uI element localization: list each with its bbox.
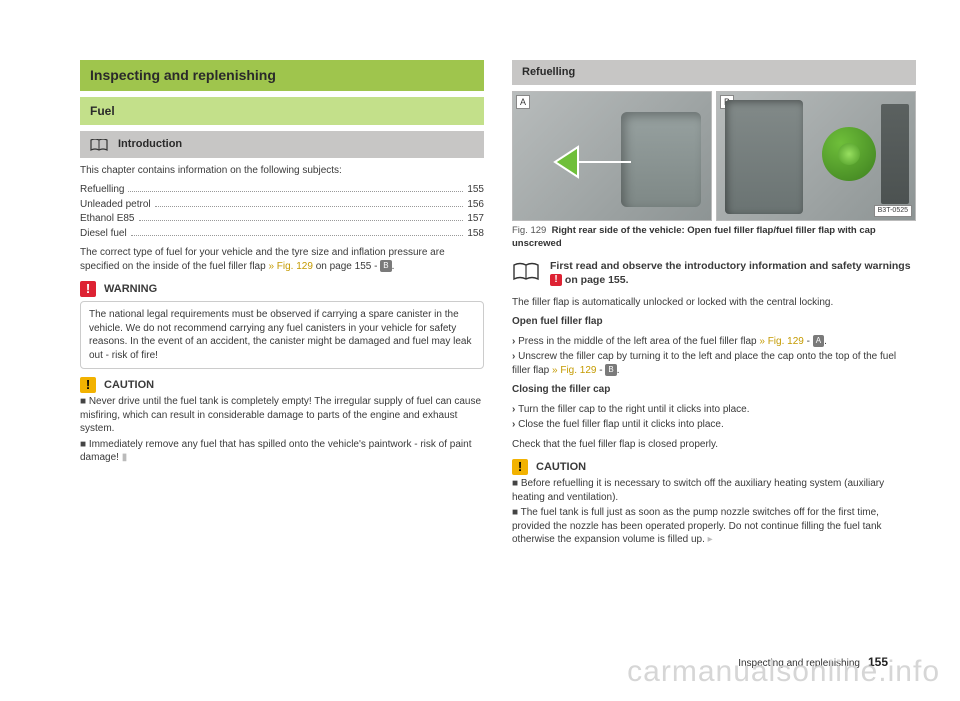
badge-b: B — [605, 364, 616, 376]
book-icon — [90, 139, 108, 151]
section-heading: Fuel — [80, 97, 484, 125]
figure-caption: Fig. 129 Right rear side of the vehicle:… — [512, 225, 916, 251]
right-column: Refuelling A B B3T-0525 Fig. 129 Right r… — [512, 60, 916, 549]
page: Inspecting and replenishing Fuel Introdu… — [0, 0, 960, 549]
intro-label: Introduction — [118, 137, 182, 152]
chapter-line: This chapter contains information on the… — [80, 164, 484, 178]
badge-a: A — [813, 335, 824, 347]
auto-unlock-text: The filler flap is automatically unlocke… — [512, 296, 916, 310]
open-flap-heading: Open fuel filler flap — [512, 315, 916, 329]
toc-item[interactable]: Refuelling155 — [80, 183, 484, 197]
caution-list-left: Never drive until the fuel tank is compl… — [80, 395, 484, 465]
caution-icon: ! — [512, 459, 528, 475]
badge-b: B — [380, 260, 391, 272]
arrow-icon — [553, 137, 633, 187]
toc-item[interactable]: Unleaded petrol156 — [80, 198, 484, 212]
caution-heading-right: ! CAUTION — [512, 459, 916, 475]
chapter-heading: Inspecting and replenishing — [80, 60, 484, 91]
warning-icon: ! — [80, 281, 96, 297]
toc: Refuelling155Unleaded petrol156Ethanol E… — [80, 183, 484, 240]
left-column: Inspecting and replenishing Fuel Introdu… — [80, 60, 484, 549]
close-steps: Turn the filler cap to the right until i… — [512, 403, 916, 432]
warning-box: The national legal requirements must be … — [80, 301, 484, 369]
fuel-type-note: The correct type of fuel for your vehicl… — [80, 246, 484, 273]
figure-129: A B B3T-0525 — [512, 91, 916, 221]
caution-heading-left: ! CAUTION — [80, 377, 484, 393]
fig-link[interactable]: » Fig. 129 — [268, 261, 312, 272]
toc-item[interactable]: Ethanol E85157 — [80, 212, 484, 226]
figure-panel-a: A — [512, 91, 712, 221]
watermark: carmanualsonline.info — [627, 655, 940, 689]
open-book-icon — [512, 262, 540, 282]
fig-link[interactable]: » Fig. 129 — [552, 365, 596, 376]
section-end-mark: ▮ — [122, 452, 128, 463]
open-steps: Press in the middle of the left area of … — [512, 335, 916, 378]
refuelling-heading: Refuelling — [512, 60, 916, 85]
warning-icon-inline: ! — [550, 274, 562, 286]
caution-list-right: Before refuelling it is necessary to swi… — [512, 477, 916, 547]
caution-icon: ! — [80, 377, 96, 393]
intro-heading: Introduction — [80, 131, 484, 158]
figure-code: B3T-0525 — [874, 205, 912, 216]
continue-mark: ▸ — [708, 534, 713, 545]
close-cap-heading: Closing the filler cap — [512, 383, 916, 397]
figure-panel-b: B B3T-0525 — [716, 91, 916, 221]
toc-item[interactable]: Diesel fuel158 — [80, 227, 484, 241]
panel-label-a: A — [516, 95, 530, 109]
fig-link[interactable]: » Fig. 129 — [759, 336, 803, 347]
read-first-box: First read and observe the introductory … — [512, 260, 916, 287]
warning-heading: ! WARNING — [80, 281, 484, 297]
fuel-cap-icon — [822, 127, 876, 181]
check-line: Check that the fuel filler flap is close… — [512, 438, 916, 452]
